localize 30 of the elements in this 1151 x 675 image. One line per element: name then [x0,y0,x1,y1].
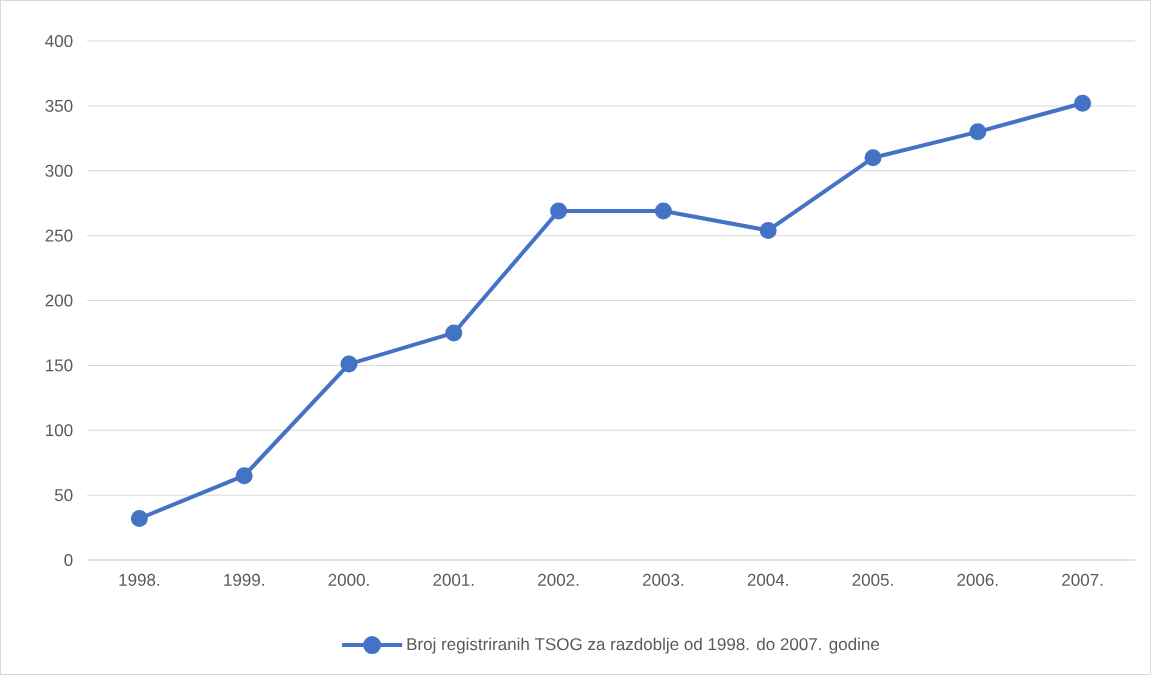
x-tick-label: 2003. [642,573,684,586]
point [864,149,882,167]
point [340,355,358,373]
point [654,202,672,220]
y-tick-label: 400 [45,34,73,48]
point [445,324,463,342]
point [969,123,987,141]
y-tick-label: 200 [45,294,73,307]
y-tick-label: 300 [45,164,73,177]
x-tick-label: 2006. [957,573,998,586]
y-tick-label: 100 [46,424,73,437]
x-tick-label: 2000. [328,573,369,586]
point [1074,94,1092,112]
point [235,467,253,485]
x-tick-label: 2001. [433,573,474,586]
x-tick-label: 2007. [1062,573,1103,586]
point [759,221,777,239]
point [550,202,568,220]
legend-label: Broj registriranih TSOG za razdoblje od 1998. do 2007. godine [407,637,880,654]
y-tick-label: 50 [54,489,73,502]
x-tick-label: 1999. [224,573,264,586]
y-tick-label: 0 [64,553,73,567]
x-tick-label: 2002. [538,573,579,586]
x-tick-label: 1998. [119,573,160,586]
x-tick-label: 2004. [747,573,788,586]
y-tick-label: 350 [45,99,73,112]
point [130,509,148,527]
y-tick-label: 150 [46,359,73,372]
y-tick-label: 250 [45,229,73,242]
x-tick-label: 2005. [852,573,893,586]
